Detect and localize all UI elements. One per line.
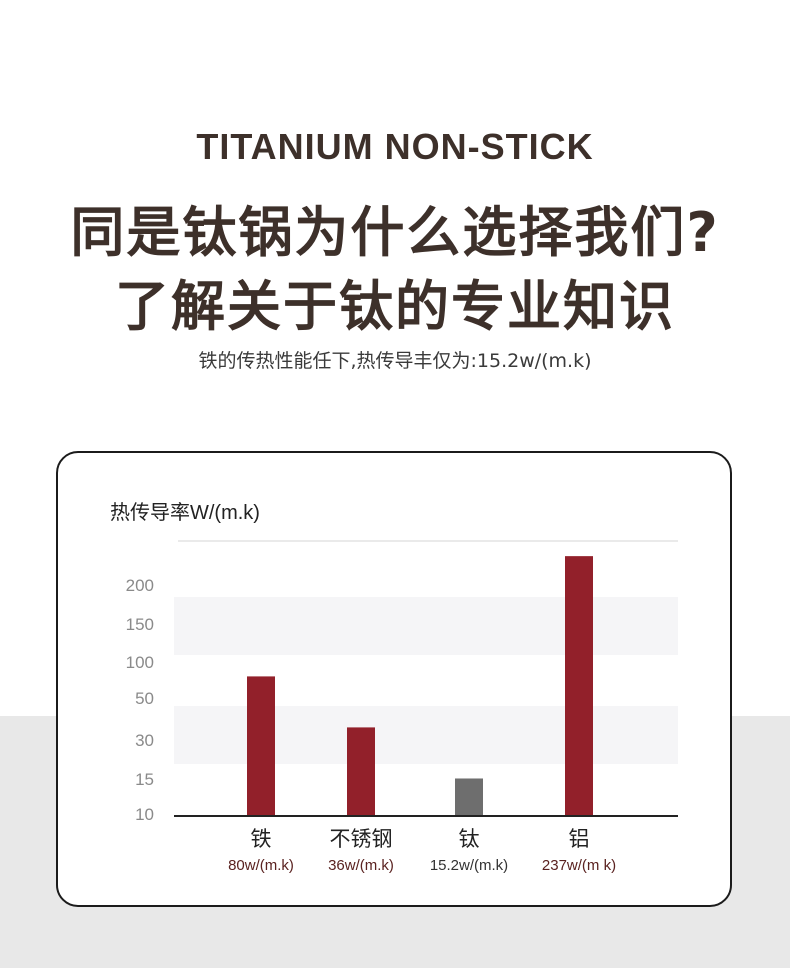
bar-chart: 热传导率W/(m.k) 10 15 30 50 100 150 200 铁 80w/(m.k) 不锈… bbox=[110, 501, 678, 874]
bar bbox=[247, 676, 275, 816]
chart-card: 热传导率W/(m.k) 10 15 30 50 100 150 200 铁 80w/(m.k) 不锈… bbox=[56, 451, 732, 907]
headline-line-2: 了解关于钛的专业知识 bbox=[115, 275, 675, 338]
y-axis-label: 热传导率W/(m.k) bbox=[110, 501, 260, 524]
y-tick-label: 50 bbox=[135, 689, 154, 708]
bar bbox=[455, 778, 483, 816]
y-tick-label: 10 bbox=[135, 805, 154, 824]
y-tick-label: 100 bbox=[126, 653, 154, 672]
headline-line-1: 同是钛锅为什么选择我们? bbox=[70, 201, 720, 264]
y-tick-label: 15 bbox=[135, 770, 154, 789]
subheadline: 铁的传热性能任下,热传导丰仅为:15.2w/(m.k) bbox=[198, 350, 592, 372]
value-label: 15.2w/(m.k) bbox=[430, 857, 508, 874]
category-label: 铁 bbox=[251, 828, 272, 851]
bar bbox=[347, 727, 375, 816]
category-label: 铝 bbox=[569, 828, 590, 851]
value-label: 80w/(m.k) bbox=[228, 857, 294, 874]
y-tick-label: 150 bbox=[126, 615, 154, 634]
eyebrow-title: TITANIUM NON-STICK bbox=[196, 126, 594, 167]
category-label: 不锈钢 bbox=[330, 828, 393, 851]
category-label: 钛 bbox=[459, 828, 480, 851]
y-tick-label: 30 bbox=[135, 731, 154, 750]
value-label: 36w/(m.k) bbox=[328, 857, 394, 874]
chart-band bbox=[174, 597, 678, 655]
value-label: 237w/(m k) bbox=[542, 857, 616, 874]
bar bbox=[565, 556, 593, 816]
y-tick-label: 200 bbox=[126, 576, 154, 595]
